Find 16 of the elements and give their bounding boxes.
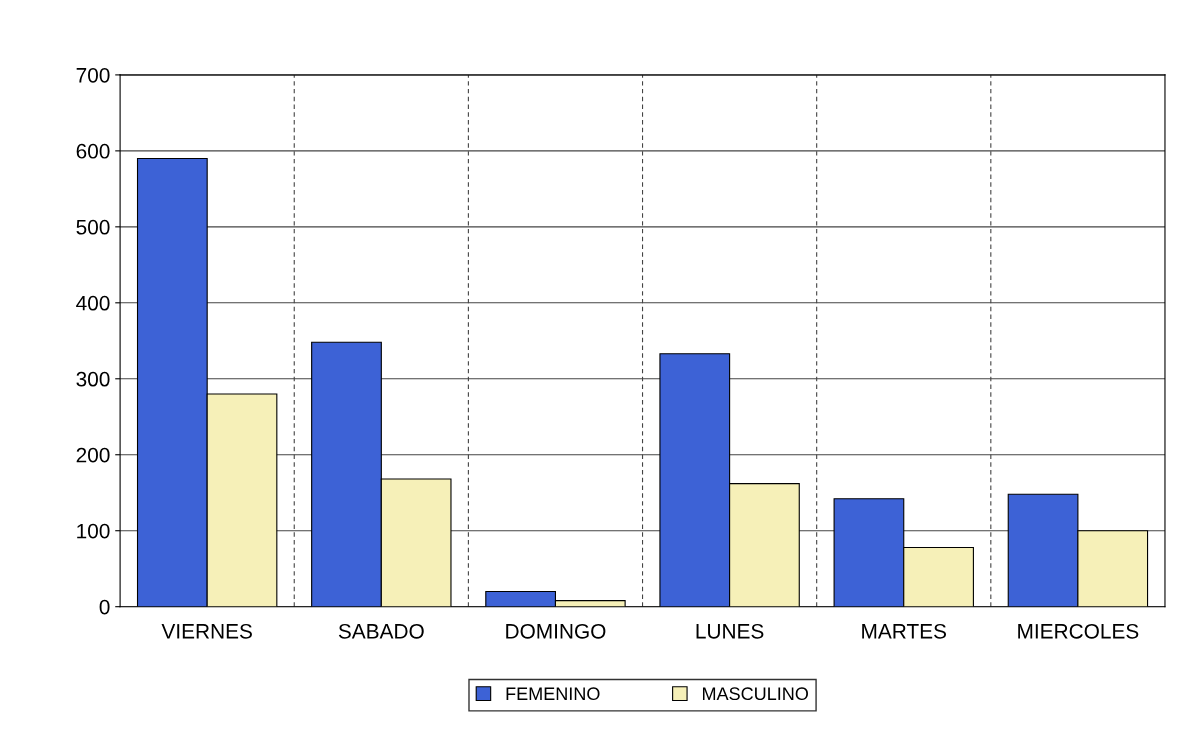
legend-label: FEMENINO	[506, 687, 600, 701]
y-tick-label: 600	[76, 143, 110, 159]
y-tick-label: 300	[76, 371, 110, 387]
y-tick-label: 700	[76, 67, 110, 83]
x-tick-label: MIERCOLES	[1018, 623, 1139, 639]
y-tick-label: 400	[76, 295, 110, 311]
y-tick-label: 100	[77, 523, 110, 539]
y-tick-label: 0	[99, 599, 110, 615]
y-tick-label: 500	[76, 219, 110, 235]
x-tick-label: MARTES	[862, 623, 947, 639]
x-tick-label: LUNES	[696, 623, 764, 639]
y-tick-label: 200	[76, 447, 110, 463]
x-tick-label: DOMINGO	[506, 623, 606, 639]
legend-label: MASCULINO	[702, 687, 808, 701]
x-tick-label: VIERNES	[161, 623, 252, 639]
x-tick-label: SABADO	[338, 623, 424, 639]
